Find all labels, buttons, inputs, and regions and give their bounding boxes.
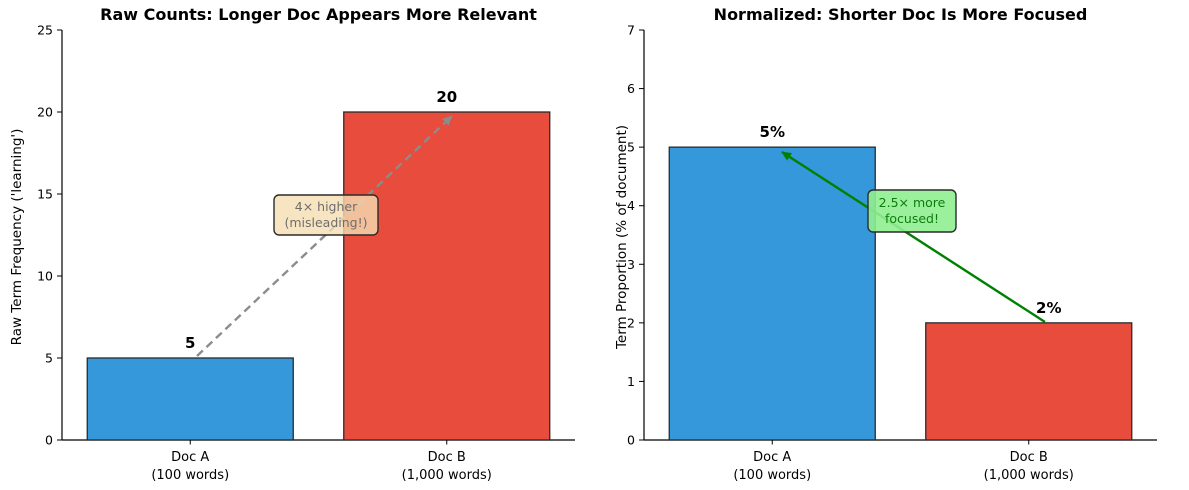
y-tick-label: 5	[45, 351, 53, 366]
y-tick-label: 20	[37, 105, 53, 120]
y-tick-label: 0	[627, 433, 635, 448]
bar-value-label: 5	[185, 334, 195, 352]
chart-title: Raw Counts: Longer Doc Appears More Rele…	[100, 5, 537, 24]
annotation-box	[867, 189, 957, 233]
bar-value-label: 5%	[760, 123, 785, 141]
y-tick-label: 4	[627, 198, 635, 213]
x-tick-label: Doc B	[1010, 450, 1048, 465]
x-tick-label: Doc B	[428, 450, 466, 465]
annotation-text: focused!	[885, 211, 939, 226]
y-tick-label: 0	[45, 433, 53, 448]
y-tick-label: 1	[627, 374, 635, 389]
chart-panel-normalized: Normalized: Shorter Doc Is More Focused …	[595, 0, 1189, 490]
plot-area-raw-counts: 0 5 10 15 20 25 Doc A (100 words) Doc B (1,000 wo…	[37, 23, 575, 483]
annotation-text: 2.5× more	[879, 195, 946, 210]
x-tick-label: (100 words)	[733, 468, 811, 483]
bar	[668, 146, 876, 441]
bar	[925, 322, 1133, 441]
x-tick-label: (1,000 words)	[984, 468, 1074, 483]
annotation-box	[273, 194, 379, 236]
annotation-text: (misleading!)	[284, 215, 367, 230]
bar	[343, 111, 551, 441]
annotation-arrow	[196, 115, 453, 357]
y-tick-label: 25	[37, 23, 53, 38]
x-tick-label: (1,000 words)	[402, 468, 492, 483]
y-tick-label: 3	[627, 257, 635, 272]
annotation-arrow	[781, 150, 1046, 324]
bar-value-label: 20	[436, 88, 457, 106]
bar	[86, 357, 294, 441]
chart-panel-raw-counts: Raw Counts: Longer Doc Appears More Rele…	[9, 5, 575, 483]
y-tick-label: 15	[37, 187, 53, 202]
bar-value-label: 2%	[1036, 299, 1061, 317]
chart-title: Normalized: Shorter Doc Is More Focused	[713, 5, 1088, 24]
annotation-text: 4× higher	[295, 199, 358, 214]
x-tick-label: Doc A	[753, 450, 791, 465]
y-tick-label: 7	[627, 23, 635, 38]
y-tick-label: 6	[627, 81, 635, 96]
y-tick-label: 10	[37, 269, 53, 284]
y-tick-label: 5	[627, 140, 635, 155]
x-tick-label: (100 words)	[151, 468, 229, 483]
x-tick-label: Doc A	[171, 450, 209, 465]
plot-area-normalized: 0 1 2 3 4 5 6 7 Doc A (100 words) Doc B (1,000 word…	[627, 23, 1157, 483]
y-tick-label: 2	[627, 315, 635, 330]
